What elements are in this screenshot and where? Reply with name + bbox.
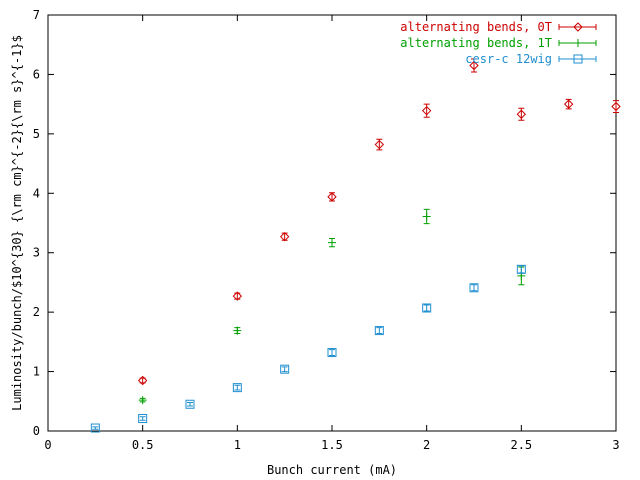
- series-cesr-errorbar: [92, 426, 99, 430]
- series-0t-point: [279, 231, 290, 242]
- series-cesr-errorbar: [281, 366, 288, 373]
- series-0t-point: [611, 101, 621, 112]
- y-tick-label: 7: [33, 8, 40, 22]
- series-0t-point: [516, 109, 527, 119]
- series-cesr-errorbar: [423, 304, 430, 312]
- series-cesr-group: [90, 264, 526, 433]
- series-cesr-point: [185, 399, 195, 409]
- x-tick-label: 1.5: [321, 438, 343, 452]
- series-cesr-point: [280, 364, 290, 374]
- series-0t-point: [327, 192, 337, 202]
- series-0t-point: [469, 60, 479, 71]
- series-cesr-point: [327, 348, 337, 358]
- y-axis-label: Luminosity/bunch/$10^{30} {\rm cm}^{-2}{…: [10, 35, 24, 411]
- series-0t-errorbar: [329, 192, 335, 202]
- series-cesr-errorbar: [234, 384, 241, 391]
- x-tick-label: 1: [234, 438, 241, 452]
- legend-label: alternating bends, 0T: [400, 20, 552, 34]
- series-cesr-point: [469, 283, 479, 293]
- series-cesr-errorbar: [471, 284, 477, 292]
- series-1t-group: [138, 208, 526, 405]
- legend-marker: [574, 39, 582, 47]
- legend-marker: [573, 54, 583, 64]
- series-cesr-point: [422, 303, 432, 313]
- series-0t-point: [232, 291, 243, 301]
- series-cesr-errorbar: [187, 401, 193, 407]
- series-cesr-errorbar: [329, 349, 335, 357]
- y-tick-label: 4: [33, 186, 40, 200]
- series-cesr-point: [374, 326, 384, 336]
- series-cesr-point: [138, 414, 148, 424]
- series-0t-point: [563, 99, 574, 109]
- series-0t-errorbar: [234, 292, 241, 300]
- legend-label: cesr-c 12wig: [465, 52, 552, 66]
- y-tick-label: 3: [33, 246, 40, 260]
- series-cesr-errorbar: [376, 327, 383, 335]
- series-cesr-point: [232, 383, 242, 393]
- x-tick-label: 2.5: [510, 438, 532, 452]
- series-1t-point: [422, 212, 431, 221]
- plot-area: 0 0.5 1 1.5 2 2.5 3 0 1 2 3 4 5 6 7 alternating bends, …: [33, 8, 621, 452]
- legend-line: [558, 56, 597, 62]
- series-cesr-point: [90, 423, 100, 433]
- series-1t-point: [328, 238, 336, 247]
- x-tick-label: 0: [44, 438, 51, 452]
- x-tick-label: 3: [612, 438, 619, 452]
- x-tick-label: 2: [423, 438, 430, 452]
- series-1t-point: [138, 396, 147, 405]
- series-0t-group: [137, 58, 621, 386]
- y-tick-label: 5: [33, 127, 40, 141]
- series-1t-point: [233, 326, 242, 335]
- series-cesr-point: [516, 264, 526, 274]
- series-0t-point: [137, 375, 148, 386]
- series-0t-point: [374, 139, 385, 150]
- x-tick-label: 0.5: [132, 438, 154, 452]
- legend-line: [558, 24, 597, 30]
- y-tick-label: 2: [33, 305, 40, 319]
- x-axis-label: Bunch current (mA): [267, 463, 397, 477]
- plot-frame: [47, 14, 617, 432]
- y-tick-label: 6: [33, 67, 40, 81]
- legend-marker: [573, 22, 583, 32]
- series-0t-errorbar: [565, 98, 572, 110]
- legend-label: alternating bends, 1T: [400, 36, 552, 50]
- series-cesr-errorbar: [139, 416, 146, 421]
- series-0t-point: [421, 105, 432, 116]
- y-tick-label: 1: [33, 365, 40, 379]
- y-tick-label: 0: [33, 424, 40, 438]
